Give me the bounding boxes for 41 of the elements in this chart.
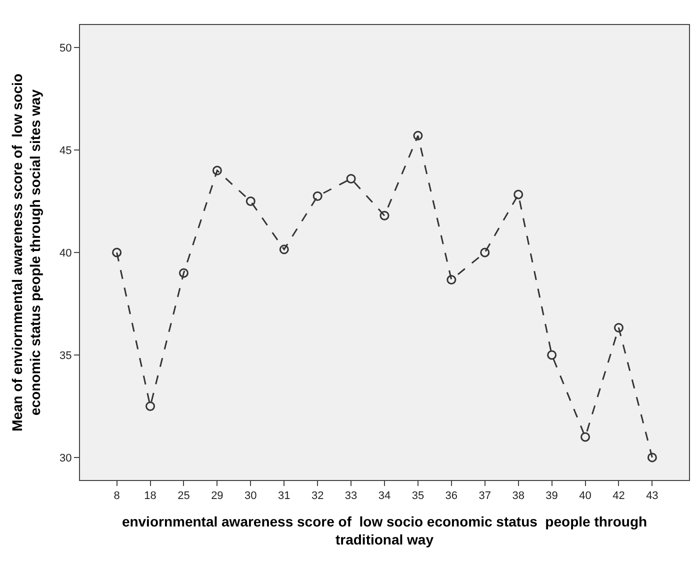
x-tick-label: 34 (378, 490, 391, 502)
x-tick-label: 30 (244, 490, 257, 502)
x-tick-label: 31 (278, 490, 290, 502)
point (112, 248, 122, 258)
x-tick-label: 32 (311, 490, 324, 502)
point (312, 191, 322, 201)
x-tick-label: 36 (445, 490, 458, 502)
y-tick-label: 30 (60, 452, 72, 464)
y-axis-title: Mean of enviornmental awareness score of low socio economic status people through social sites way (8, 74, 44, 432)
point (146, 401, 156, 411)
point (279, 244, 289, 254)
point (647, 452, 657, 462)
x-tick-label: 43 (646, 490, 658, 502)
x-tick-label: 29 (211, 490, 224, 502)
point (178, 268, 188, 278)
x-tick-label: 8 (114, 490, 120, 502)
x-tick-label: 42 (612, 490, 625, 502)
point (580, 432, 590, 442)
y-tick-label: 35 (60, 350, 72, 362)
x-tick-label: 25 (178, 490, 190, 502)
x-axis-title: enviornmental awareness score of low socio economic status people through traditional way (122, 514, 648, 548)
point (346, 174, 356, 184)
point (380, 210, 390, 220)
y-tick-label: 45 (60, 144, 72, 157)
x-tick-label: 35 (412, 490, 424, 502)
y-tick-label: 50 (60, 42, 72, 54)
point (547, 350, 557, 360)
point (480, 248, 490, 258)
x-tick-label: 39 (546, 490, 558, 502)
point (514, 190, 524, 200)
x-tick-label: 18 (144, 490, 156, 502)
x-tick-label: 40 (579, 490, 592, 502)
point (614, 322, 624, 332)
x-tick-label: 38 (512, 490, 524, 502)
point (212, 166, 222, 176)
y-tick-label: 40 (60, 247, 72, 260)
point (246, 196, 256, 206)
x-tick-label: 37 (478, 490, 492, 502)
x-tick-label: 33 (344, 490, 358, 502)
point (446, 275, 456, 285)
point (413, 130, 423, 140)
